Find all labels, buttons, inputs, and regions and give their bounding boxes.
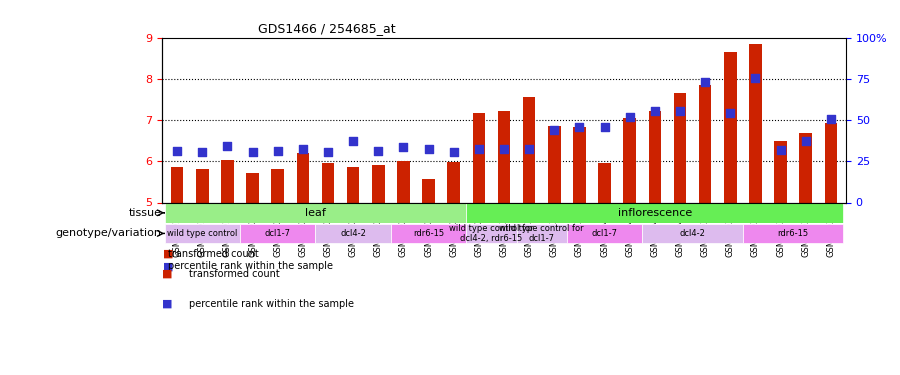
Bar [649, 111, 662, 202]
Bar [397, 161, 410, 202]
Text: wild type control: wild type control [167, 229, 238, 238]
Point [446, 149, 461, 155]
Text: ■: ■ [163, 261, 174, 272]
Bar [247, 173, 259, 202]
Text: rdr6-15: rdr6-15 [778, 229, 809, 238]
Point [371, 148, 385, 154]
Bar [272, 169, 284, 202]
Bar [472, 112, 485, 202]
Bar [321, 164, 334, 202]
Text: dcl1-7: dcl1-7 [591, 229, 617, 238]
FancyBboxPatch shape [742, 224, 843, 243]
Point [648, 108, 662, 114]
Bar [296, 153, 309, 203]
Text: percentile rank within the sample: percentile rank within the sample [168, 261, 333, 272]
Bar [372, 165, 384, 202]
Bar [799, 133, 812, 202]
FancyBboxPatch shape [466, 224, 517, 243]
Point [271, 148, 285, 154]
Point [497, 146, 511, 152]
Point [246, 149, 260, 155]
Text: percentile rank within the sample: percentile rank within the sample [189, 299, 354, 309]
FancyBboxPatch shape [567, 224, 643, 243]
Point [798, 138, 813, 144]
Point [220, 142, 235, 148]
Text: genotype/variation: genotype/variation [56, 228, 161, 238]
Point [346, 138, 360, 144]
FancyBboxPatch shape [643, 224, 742, 243]
Text: inflorescence: inflorescence [617, 208, 692, 218]
Text: wild type control for
dcl4-2, rdr6-15: wild type control for dcl4-2, rdr6-15 [449, 224, 534, 243]
Text: transformed count: transformed count [168, 249, 259, 259]
Point [673, 108, 688, 114]
Text: wild type control for
dcl1-7: wild type control for dcl1-7 [500, 224, 584, 243]
Bar [749, 44, 761, 203]
Text: ■: ■ [162, 299, 173, 309]
Text: rdr6-15: rdr6-15 [413, 229, 444, 238]
Text: tissue: tissue [129, 208, 161, 218]
Point [723, 110, 737, 116]
Point [396, 144, 410, 150]
Bar [774, 141, 787, 202]
Bar [824, 123, 837, 202]
FancyBboxPatch shape [315, 224, 391, 243]
Bar [346, 167, 359, 202]
FancyBboxPatch shape [517, 224, 567, 243]
Text: ■: ■ [162, 269, 173, 279]
Point [547, 128, 562, 134]
Point [421, 146, 436, 152]
Text: transformed count: transformed count [189, 269, 280, 279]
Bar [699, 85, 712, 202]
Point [295, 146, 310, 152]
Point [748, 75, 762, 81]
Bar [196, 169, 209, 202]
Bar [221, 160, 234, 202]
Point [773, 147, 788, 153]
Bar [674, 93, 687, 202]
Point [572, 124, 587, 130]
Bar [498, 111, 510, 202]
FancyBboxPatch shape [391, 224, 466, 243]
Point [598, 124, 612, 130]
Bar [724, 52, 736, 202]
Text: leaf: leaf [305, 208, 326, 218]
Bar [573, 128, 586, 202]
Bar [447, 162, 460, 202]
Bar [598, 164, 611, 202]
Point [195, 149, 210, 155]
Bar [548, 126, 561, 202]
Text: dcl1-7: dcl1-7 [265, 229, 291, 238]
Bar [422, 178, 435, 203]
Bar [523, 98, 536, 202]
Point [472, 146, 486, 152]
Point [522, 146, 536, 152]
Point [698, 79, 713, 85]
FancyBboxPatch shape [466, 203, 843, 223]
FancyBboxPatch shape [165, 203, 466, 223]
Text: ■: ■ [163, 249, 174, 259]
Point [623, 114, 637, 120]
Text: dcl4-2: dcl4-2 [680, 229, 706, 238]
FancyBboxPatch shape [165, 224, 240, 243]
Point [170, 148, 184, 154]
Point [320, 149, 335, 155]
Text: dcl4-2: dcl4-2 [340, 229, 366, 238]
FancyBboxPatch shape [240, 224, 315, 243]
Bar [624, 118, 636, 202]
Point [824, 116, 838, 122]
Text: GDS1466 / 254685_at: GDS1466 / 254685_at [257, 22, 395, 35]
Bar [171, 167, 184, 202]
